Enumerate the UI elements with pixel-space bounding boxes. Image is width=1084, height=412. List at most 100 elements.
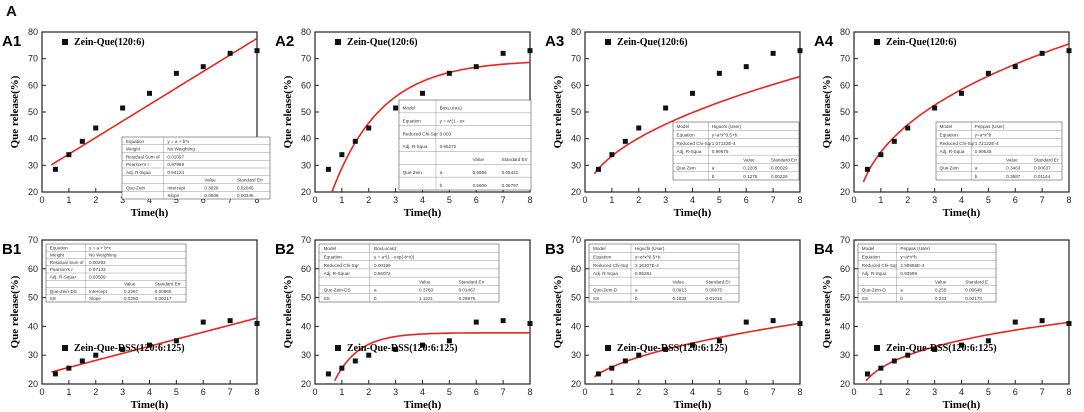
y-tick-label: 70 [840, 235, 850, 245]
data-point [636, 125, 642, 131]
table-cell: No Weighting [167, 147, 195, 152]
table-cell: Adj. R-Squa [940, 149, 965, 154]
data-point [527, 321, 533, 327]
data-point [200, 64, 206, 70]
x-tick-label: 6 [744, 387, 749, 397]
data-point [500, 50, 506, 56]
table-cell: y=a*x^b [900, 255, 917, 260]
table-cell: Adj. R-Squar [50, 274, 77, 279]
y-tick-label: 60 [840, 264, 850, 274]
data-point [932, 105, 938, 111]
fit-curve [331, 61, 531, 192]
table-cell: BoxLucas1 [374, 246, 397, 251]
table-cell: y = a*(1 - ex [440, 119, 466, 124]
table-cell: Standard Err [502, 157, 529, 162]
x-tick-label: 6 [1013, 387, 1018, 397]
table-cell: 0.1276 [743, 174, 757, 179]
data-point [595, 166, 601, 172]
data-point [743, 64, 749, 70]
x-tick-label: 5 [717, 387, 722, 397]
x-tick-label: 7 [771, 387, 776, 397]
x-tick-label: 0 [582, 387, 587, 397]
table-cell: 0.00226 [771, 174, 788, 179]
fit-results-table: Model Peppas (User)Equation y=a*x^bReduced… [935, 121, 1063, 181]
y-tick-label: 70 [28, 54, 38, 64]
panel-a4: A4 0 1 2 3 4 5 6 7 8 20 30 40 50 60 70 80 Time(h) Que rele… [814, 27, 1072, 219]
data-point [1066, 48, 1072, 54]
x-tick-label: 3 [663, 195, 668, 205]
legend-label: Zein-Que(120:6) [74, 37, 145, 48]
data-point [66, 365, 72, 371]
fit-results-table: Equation y = a + b*x Weight No Weighting Res… [45, 243, 187, 303]
y-axis-label: Que release(%) [821, 75, 833, 148]
table-cell: Standard Err [237, 178, 264, 183]
data-point [716, 70, 722, 76]
y-tick-label: 20 [840, 187, 850, 197]
x-tick-label: 1 [609, 195, 614, 205]
data-point [1066, 321, 1072, 327]
y-tick-label: 30 [840, 160, 850, 170]
x-tick-label: 1 [66, 387, 71, 397]
fit-results-table: Model Peppas (User)Equation y=a*x^bReduced… [857, 243, 997, 303]
table-cell: Model [593, 246, 606, 251]
y-tick-label: 40 [301, 134, 311, 144]
data-point [254, 48, 260, 54]
y-tick-label: 40 [571, 134, 581, 144]
table-cell: b [900, 296, 903, 301]
x-tick-label: 2 [636, 387, 641, 397]
table-cell: Residual Sum of [126, 154, 160, 159]
x-tick-label: 8 [527, 387, 532, 397]
table-cell: Que-Zein-DS [50, 289, 77, 294]
x-tick-label: 5 [447, 387, 452, 397]
table-frame [318, 243, 500, 303]
x-axis-label: Time(h) [131, 399, 169, 411]
x-tick-label: 4 [959, 387, 964, 397]
table-cell: 0.05422 [502, 170, 519, 175]
table-cell: Equation [940, 133, 959, 138]
x-tick-label: 6 [201, 387, 206, 397]
table-cell: 0.00029 [771, 166, 788, 171]
table-frame [935, 121, 1063, 181]
y-tick-label: 50 [28, 107, 38, 117]
x-tick-label: 7 [1040, 195, 1045, 205]
legend-label: Zein-Que(120:6) [617, 37, 688, 48]
y-tick-label: 70 [301, 235, 311, 245]
y-tick-label: 50 [840, 107, 850, 117]
table-cell: 0.00199 [374, 263, 391, 268]
x-tick-label: 7 [771, 195, 776, 205]
y-tick-label: 60 [571, 264, 581, 274]
legend-marker [62, 345, 68, 351]
data-point [891, 138, 897, 144]
x-tick-label: 1 [609, 387, 614, 397]
x-tick-label: 5 [447, 195, 452, 205]
table-cell: b [975, 174, 978, 179]
y-tick-label: 20 [301, 379, 311, 389]
y-tick-label: 50 [28, 293, 38, 303]
table-cell: y=a*x^0.5+b [712, 133, 738, 138]
data-point [147, 342, 152, 348]
table-cell: 0.00637 [1034, 166, 1051, 171]
data-point [985, 338, 991, 344]
data-point [500, 318, 506, 324]
data-point [891, 358, 897, 364]
table-cell: b [374, 296, 377, 301]
data-point [120, 105, 126, 111]
x-tick-label: 4 [690, 387, 695, 397]
table-cell: Que-Zein [940, 166, 960, 171]
panel-b4: B4 0 1 2 3 4 5 6 7 8 20 30 40 50 60 70 Time(h) Que releas… [814, 235, 1072, 411]
fit-curve [593, 322, 801, 378]
table-cell: Model [324, 246, 337, 251]
table-cell: 0.3783 [419, 288, 433, 293]
x-tick-label: 5 [717, 195, 722, 205]
y-axis-label: Que release(%) [552, 75, 564, 148]
data-point [905, 125, 911, 131]
table-cell: Standard E [965, 279, 988, 284]
table-cell: 0.1832 [673, 296, 687, 301]
data-point [227, 318, 233, 324]
y-axis-label: Que release(%) [821, 275, 833, 348]
table-cell: 1.1221 [419, 296, 433, 301]
y-tick-label: 60 [301, 264, 311, 274]
y-tick-label: 30 [28, 160, 38, 170]
legend-marker [874, 39, 880, 45]
table-cell: Value [204, 178, 216, 183]
